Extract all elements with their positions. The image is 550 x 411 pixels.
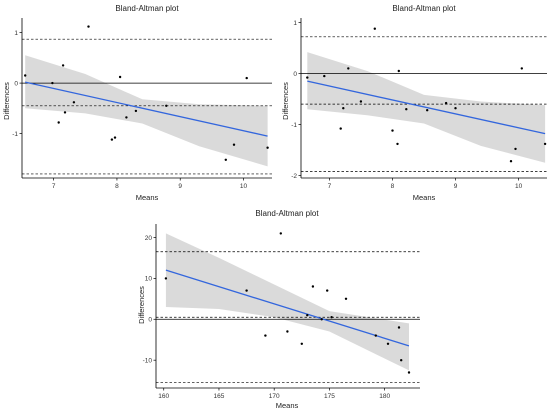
y-tick-label: 20 [145,235,153,242]
x-tick-label: 9 [178,183,182,190]
data-point [330,316,333,319]
data-point [514,147,517,151]
data-point [57,121,60,124]
data-point [245,289,248,292]
y-tick-label: 0 [148,317,152,324]
y-tick-label: 10 [145,276,153,283]
x-axis-label: Means [136,193,159,202]
data-point [118,75,122,79]
data-point [400,359,403,362]
data-point [279,232,282,235]
x-tick-label: 7 [52,183,56,190]
confidence-band [25,55,268,167]
confidence-band [165,233,409,371]
regression-line [307,80,546,135]
y-tick-label: -1 [291,122,297,129]
data-point [339,127,342,130]
data-point [125,116,128,119]
data-point [373,27,376,30]
x-axis-label: Means [413,193,436,202]
y-axis-label: Differences [2,82,11,120]
x-tick-label: 160 [158,393,169,400]
data-point [407,371,411,374]
x-tick-label: 165 [214,393,225,400]
y-tick-label: 1 [293,20,297,27]
data-point [24,74,27,77]
data-point [323,74,326,78]
data-point [405,108,408,111]
data-point [326,289,329,292]
data-point [87,25,90,28]
data-point [306,314,309,317]
data-point [245,76,248,80]
y-tick-label: 0 [14,80,18,87]
data-point [320,318,323,321]
data-point [113,136,117,139]
data-point [444,101,448,105]
data-point [61,64,65,67]
data-point [509,160,513,163]
data-point [391,129,394,132]
data-point [300,342,303,345]
data-point [110,138,114,141]
data-point [286,330,289,333]
chart-panel-top-left: Bland-Altman plot Means Differences 7 8 9 1… [2,4,272,202]
x-tick-label: 9 [454,183,458,190]
data-point [359,100,363,103]
chart-panel-top-right: Bland-Altman plot Means Differences 7 8 9 1… [281,4,547,202]
data-point [396,142,399,146]
data-point [164,277,168,280]
regression-line [165,269,410,347]
y-tick-label: -2 [291,173,297,180]
data-point [374,334,377,337]
data-point [397,326,401,329]
data-point [454,107,457,110]
data-point [344,297,348,300]
data-point [543,142,547,146]
data-point [397,69,400,73]
regression-line [25,81,268,137]
y-tick-label: -10 [143,357,153,364]
x-tick-label: 10 [240,183,248,190]
data-point [264,334,267,337]
y-axis-label: Differences [137,286,146,324]
data-point [426,109,429,112]
x-tick-label: 170 [269,393,280,400]
chart-title: Bland-Altman plot [115,4,179,13]
data-point [134,109,138,113]
data-point [72,101,76,104]
data-point [311,285,315,288]
x-tick-label: 7 [328,183,332,190]
x-tick-label: 175 [324,393,335,400]
chart-panel-bottom: Bland-Altman plot Means Differences 160 1… [137,209,420,410]
chart-title: Bland-Altman plot [255,209,319,218]
chart-title: Bland-Altman plot [392,4,456,13]
data-point [224,158,227,161]
data-point [306,76,309,79]
y-axis-label: Differences [281,82,290,120]
x-tick-label: 8 [391,183,395,190]
data-point [347,67,350,70]
x-tick-label: 10 [515,183,523,190]
y-tick-label: 1 [14,30,18,37]
data-point [266,146,269,149]
y-tick-label: 0 [293,71,297,78]
y-tick-label: -1 [12,131,18,138]
data-point [51,81,54,85]
data-point [520,67,523,70]
data-point [342,107,345,110]
x-tick-label: 180 [379,393,390,400]
x-tick-label: 8 [115,183,119,190]
data-point [386,342,390,345]
data-point [165,104,168,108]
data-point [63,111,67,114]
x-axis-label: Means [276,401,299,410]
data-point [232,143,236,146]
